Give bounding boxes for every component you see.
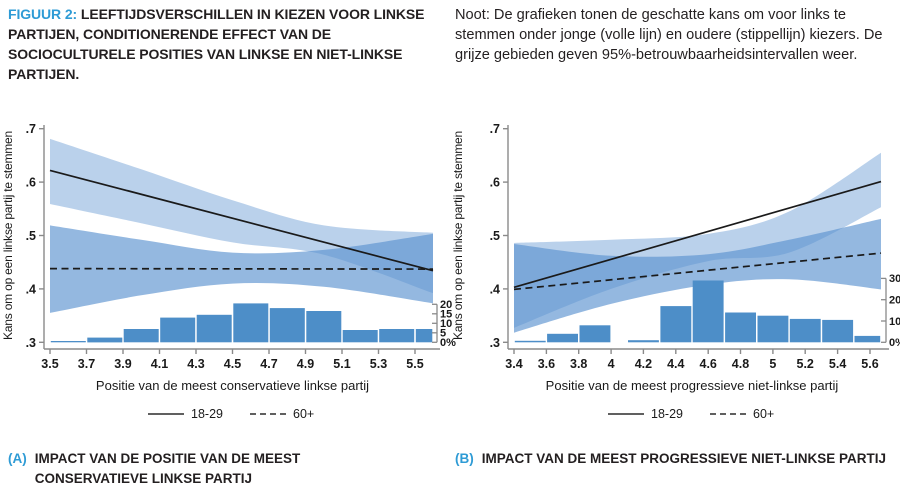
caption-a-text: IMPACT VAN DE POSITIE VAN DE MEEST CONSE… bbox=[34, 451, 301, 487]
histogram-bar bbox=[822, 319, 854, 343]
x-tick-label: 4.3 bbox=[187, 357, 204, 371]
x-tick-label: 5 bbox=[769, 357, 776, 371]
caption-b-prefix: (B) bbox=[455, 451, 474, 466]
histogram-bar bbox=[789, 318, 821, 343]
histogram-bar bbox=[725, 312, 756, 343]
x-tick-label: 5.4 bbox=[829, 357, 846, 371]
x-tick-label: 5.1 bbox=[333, 357, 350, 371]
x-axis-title: Positie van de meest conservatieve links… bbox=[96, 378, 369, 393]
y-tick-label: .7 bbox=[490, 122, 500, 136]
x-tick-label: 3.9 bbox=[114, 357, 131, 371]
caption-panel-a: (A) IMPACT VAN DE POSITIE VAN DE MEEST C… bbox=[8, 449, 407, 490]
x-tick-label: 4.2 bbox=[635, 357, 652, 371]
x-tick-label: 5.6 bbox=[861, 357, 878, 371]
legend-label-old: 60+ bbox=[293, 407, 314, 421]
figure-title-text: LEEFTIJDSVERSCHILLEN IN KIEZEN VOOR LINK… bbox=[8, 6, 425, 82]
histogram-bar bbox=[660, 306, 692, 343]
histogram-bar bbox=[628, 340, 659, 343]
y-tick-label: .3 bbox=[26, 336, 36, 350]
histogram-bar bbox=[196, 314, 232, 343]
histogram-bar bbox=[415, 329, 433, 343]
y-axis-title: Kans om op een linkse partij te stemmen bbox=[451, 131, 465, 340]
y-tick-label: .6 bbox=[26, 176, 36, 190]
figure-note: Noot: De grafieken tonen de geschatte ka… bbox=[455, 7, 883, 64]
y-tick-label: .4 bbox=[490, 282, 500, 296]
caption-b-text: IMPACT VAN DE MEEST PROGRESSIEVE NIET-LI… bbox=[481, 451, 887, 466]
figure-title: FIGUUR 2: LEEFTIJDSVERSCHILLEN IN KIEZEN… bbox=[8, 5, 440, 85]
legend-label-young: 18-29 bbox=[191, 407, 223, 421]
pct-tick-label: 0% bbox=[440, 337, 456, 349]
trend-line-18-29 bbox=[49, 169, 434, 272]
histogram-bar bbox=[87, 337, 123, 343]
y-tick-label: .5 bbox=[26, 229, 36, 243]
x-tick-label: 3.5 bbox=[41, 357, 58, 371]
x-tick-label: 4.1 bbox=[151, 357, 168, 371]
pct-tick-label: 20 bbox=[889, 295, 900, 307]
y-tick-label: .5 bbox=[490, 229, 500, 243]
caption-a-prefix: (A) bbox=[8, 451, 27, 466]
histogram-bar bbox=[50, 341, 86, 343]
histogram-bar bbox=[757, 315, 789, 343]
x-tick-label: 3.7 bbox=[78, 357, 95, 371]
panel-b-chart: .3 .4 .5 .6 .7 3.4 3.6 3.8 4 4.2 4.4 4.6 4.8 5 5.2 5.4 5… bbox=[451, 122, 900, 421]
legend-label-old: 60+ bbox=[753, 407, 774, 421]
pct-tick-label: 10 bbox=[440, 318, 452, 330]
x-tick-label: 4.9 bbox=[297, 357, 314, 371]
trend-line-18-29 bbox=[513, 180, 882, 289]
x-tick-label: 4.6 bbox=[700, 357, 717, 371]
x-tick-label: 3.8 bbox=[570, 357, 587, 371]
pct-tick-label: 15 bbox=[440, 309, 452, 321]
histogram-bar bbox=[854, 335, 881, 343]
trend-line-60+ bbox=[513, 252, 882, 291]
x-tick-label: 5.5 bbox=[406, 357, 423, 371]
histogram-bar bbox=[123, 329, 159, 343]
histogram-bar bbox=[547, 333, 578, 343]
trend-line-60+ bbox=[49, 267, 434, 270]
pct-tick-label: 30 bbox=[889, 273, 900, 285]
x-tick-label: 5.2 bbox=[797, 357, 814, 371]
y-tick-label: .7 bbox=[26, 122, 36, 136]
pct-tick-label: 5 bbox=[440, 328, 446, 340]
histogram-bar bbox=[692, 280, 724, 343]
histogram-bar bbox=[269, 308, 305, 343]
histogram-bar bbox=[379, 329, 415, 343]
figure-label: FIGUUR 2: bbox=[8, 6, 78, 22]
legend-label-young: 18-29 bbox=[651, 407, 683, 421]
pct-tick-label: 0% bbox=[889, 337, 900, 349]
x-tick-label: 4 bbox=[608, 357, 615, 371]
x-tick-label: 4.5 bbox=[224, 357, 241, 371]
y-tick-label: .3 bbox=[490, 336, 500, 350]
panel-a-chart: .3 .4 .5 .6 .7 3.5 3.7 3.9 4.1 4.3 4.5 4.7 4.9 5.1 5.3… bbox=[1, 122, 456, 421]
histogram-bar bbox=[579, 325, 611, 343]
pct-tick-label: 10 bbox=[889, 316, 900, 328]
x-tick-label: 4.4 bbox=[667, 357, 684, 371]
histogram-bar bbox=[306, 311, 342, 343]
histogram-bar bbox=[342, 330, 378, 343]
x-axis-title: Positie van de meest progressieve niet-l… bbox=[546, 378, 839, 393]
confidence-band-old bbox=[50, 225, 433, 313]
y-tick-label: .4 bbox=[26, 282, 36, 296]
histogram-bar bbox=[514, 340, 546, 343]
x-tick-label: 3.6 bbox=[538, 357, 555, 371]
x-tick-label: 3.4 bbox=[505, 357, 522, 371]
caption-panel-b: (B) IMPACT VAN DE MEEST PROGRESSIEVE NIE… bbox=[455, 449, 900, 469]
y-tick-label: .6 bbox=[490, 176, 500, 190]
x-tick-label: 5.3 bbox=[370, 357, 387, 371]
histogram-bar bbox=[233, 303, 269, 343]
pct-tick-label: 20 bbox=[440, 299, 452, 311]
x-tick-label: 4.7 bbox=[260, 357, 277, 371]
histogram-bar bbox=[160, 317, 196, 343]
confidence-band-old bbox=[514, 218, 881, 333]
x-tick-label: 4.8 bbox=[732, 357, 749, 371]
y-axis-title: Kans om op een linkse partij te stemmen bbox=[1, 131, 15, 340]
